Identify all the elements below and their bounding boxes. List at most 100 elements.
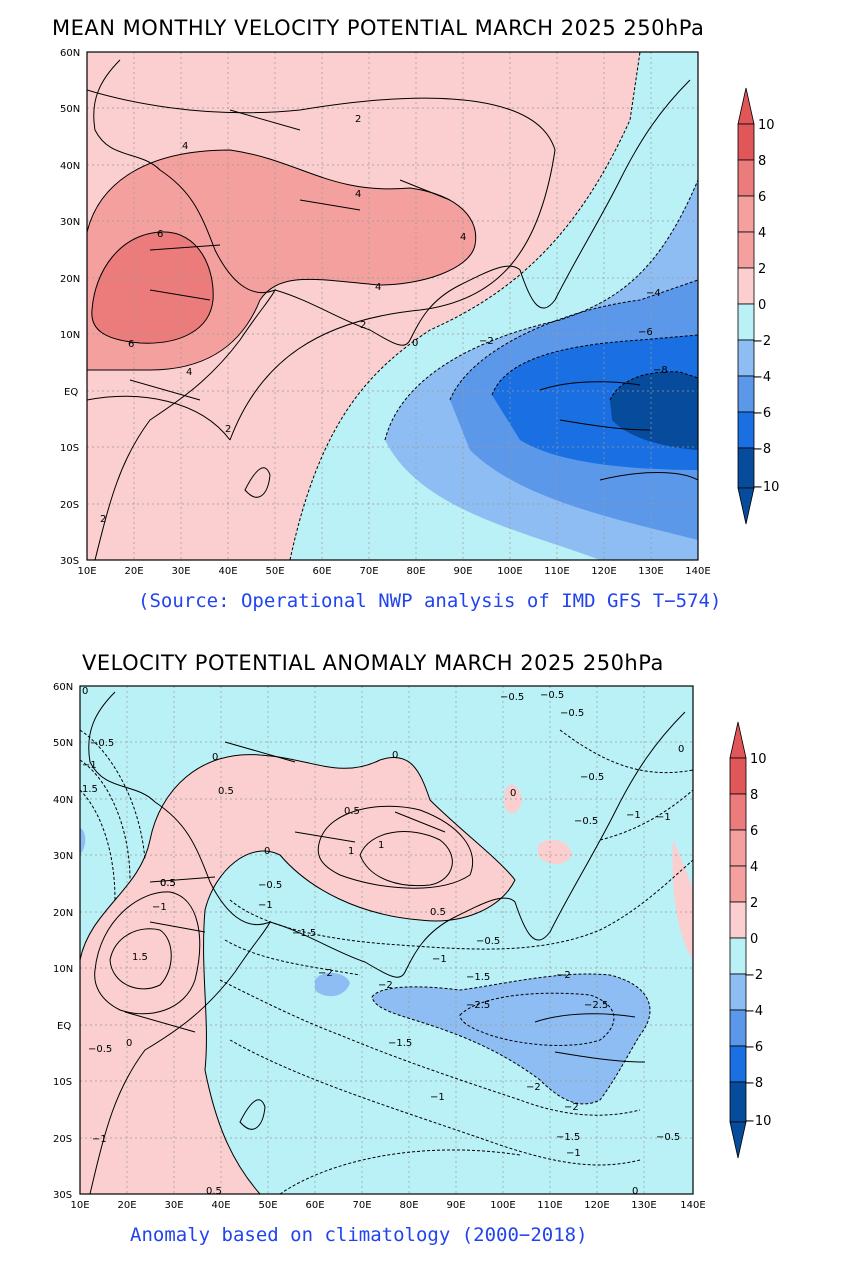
lon-label: 50E xyxy=(258,1200,277,1211)
colorbar-label: −10 xyxy=(744,1114,771,1129)
lat-label: 60N xyxy=(53,682,73,693)
contour-label: 0 xyxy=(212,752,218,763)
colorbar-label: −4 xyxy=(744,1004,763,1019)
lon-label: 20E xyxy=(117,1200,136,1211)
lon-label: 130E xyxy=(638,566,663,577)
lon-label: 120E xyxy=(584,1200,609,1211)
lat-label: EQ xyxy=(64,387,78,398)
lon-label: 90E xyxy=(446,1200,465,1211)
map-frame xyxy=(79,685,694,1195)
contour-label: −1 xyxy=(656,812,671,823)
lat-label: 10N xyxy=(60,330,80,341)
contour-label: 4 xyxy=(460,232,466,243)
lon-label: 40E xyxy=(218,566,237,577)
contour-label: 0.5 xyxy=(218,786,234,797)
contour-label: 0 xyxy=(632,1186,638,1197)
contour-label: −1 xyxy=(566,1148,581,1159)
lon-label: 130E xyxy=(631,1200,656,1211)
lat-label: 50N xyxy=(53,738,73,749)
colorbar-label: 4 xyxy=(758,226,766,241)
lon-label: 70E xyxy=(359,566,378,577)
contour-label: −0.5 xyxy=(258,880,282,891)
contour-label: 0.5 xyxy=(160,878,176,889)
lat-label: 60N xyxy=(60,48,80,59)
colorbar-label: −10 xyxy=(752,480,779,495)
colorbar-label: 8 xyxy=(750,788,758,803)
lat-label: 10S xyxy=(53,1077,72,1088)
lat-label: 30N xyxy=(53,851,73,862)
contour-label: −2.5 xyxy=(584,1000,608,1011)
region-neg2 xyxy=(372,973,650,1104)
lat-label: 20N xyxy=(60,274,80,285)
contour-labels: 2 4 4 6 4 6 4 2 2 0 −2 −4 −6 −8 4 2 xyxy=(100,114,668,525)
contour-label: 0 xyxy=(412,338,418,349)
region-pos-east xyxy=(672,840,693,960)
lon-label: 80E xyxy=(399,1200,418,1211)
lon-label: 50E xyxy=(265,566,284,577)
colorbar-label: 8 xyxy=(758,154,766,169)
contour-label: −0.5 xyxy=(88,1044,112,1055)
lon-label: 60E xyxy=(312,566,331,577)
lat-label: 40N xyxy=(60,161,80,172)
colorbar-label: −4 xyxy=(752,370,771,385)
contour-label: −1 xyxy=(82,760,97,771)
contour-label: −1 xyxy=(258,900,273,911)
lat-label: 30S xyxy=(53,1190,72,1201)
lat-label: 50N xyxy=(60,104,80,115)
colorbar-label: 6 xyxy=(750,824,758,839)
lat-label: 10N xyxy=(53,964,73,975)
contour-label: −4 xyxy=(646,288,661,299)
region-pos-blob2 xyxy=(538,839,572,865)
lon-label: 90E xyxy=(453,566,472,577)
contour-label: −2 xyxy=(556,970,571,981)
contour-label: −0.5 xyxy=(560,708,584,719)
contour-label: −0.5 xyxy=(90,738,114,749)
panel1-title: MEAN MONTHLY VELOCITY POTENTIAL MARCH 20… xyxy=(52,16,705,40)
contour-label: −1 xyxy=(430,1092,445,1103)
contour-label: −0.5 xyxy=(540,690,564,701)
contour-label: −2 xyxy=(479,336,494,347)
contour-label: −0.5 xyxy=(500,692,524,703)
lon-label: 30E xyxy=(164,1200,183,1211)
contour-label: 0 xyxy=(510,788,516,799)
colorbar-label: −6 xyxy=(744,1040,763,1055)
contour-label: 0.5 xyxy=(160,878,176,889)
colorbar-label: 6 xyxy=(758,190,766,205)
contour-labels: 0 −0.5 0 0.5 0.5 1 1 0 0.5 0 −0.5 −1 −1.… xyxy=(82,686,684,1197)
lat-label: 10S xyxy=(60,443,79,454)
contour-label: 2 xyxy=(225,424,231,435)
lon-label: 40E xyxy=(211,1200,230,1211)
colorbar-labels: 10 8 6 4 2 0 −2 −4 −6 −8 −10 xyxy=(744,752,771,1129)
colorbar-label: −6 xyxy=(752,406,771,421)
lat-axis: 60N 50N 40N 30N 20N 10N EQ 10S 20S 30S xyxy=(60,48,80,567)
contour-label: −0.5 xyxy=(574,816,598,827)
contour-label: 0 xyxy=(392,750,398,761)
lat-label: 30N xyxy=(60,217,80,228)
contour-label: −1.5 xyxy=(466,972,490,983)
colorbar-label: −8 xyxy=(744,1076,763,1091)
colorbar-label: −2 xyxy=(752,334,771,349)
contour-label: −1.5 xyxy=(556,1132,580,1143)
lon-label: 100E xyxy=(490,1200,515,1211)
lat-label: 20S xyxy=(53,1134,72,1145)
contour-label: 4 xyxy=(186,367,192,378)
coastlines xyxy=(88,691,686,1194)
colorbar-label: 10 xyxy=(750,752,767,767)
region-neg-west xyxy=(80,828,86,855)
panel2-title: VELOCITY POTENTIAL ANOMALY MARCH 2025 25… xyxy=(82,651,664,675)
lon-label: 110E xyxy=(537,1200,562,1211)
lon-label: 70E xyxy=(352,1200,371,1211)
lon-label: 60E xyxy=(305,1200,324,1211)
contour-label: −6 xyxy=(638,327,653,338)
contour-label: 0.5 xyxy=(206,1186,222,1197)
lon-label: 30E xyxy=(171,566,190,577)
colorbar-label: 10 xyxy=(758,118,775,133)
lon-label: 110E xyxy=(544,566,569,577)
contour-label: 2 xyxy=(100,514,106,525)
pos-contours xyxy=(80,754,516,1194)
panel1-map: 2 4 4 6 4 6 4 2 2 0 −2 −4 −6 −8 4 2 60N … xyxy=(60,48,779,577)
colorbar xyxy=(729,721,747,1159)
contour-label: 1 xyxy=(378,840,384,851)
contour-label: −1 xyxy=(92,1134,107,1145)
lon-label: 140E xyxy=(680,1200,705,1211)
